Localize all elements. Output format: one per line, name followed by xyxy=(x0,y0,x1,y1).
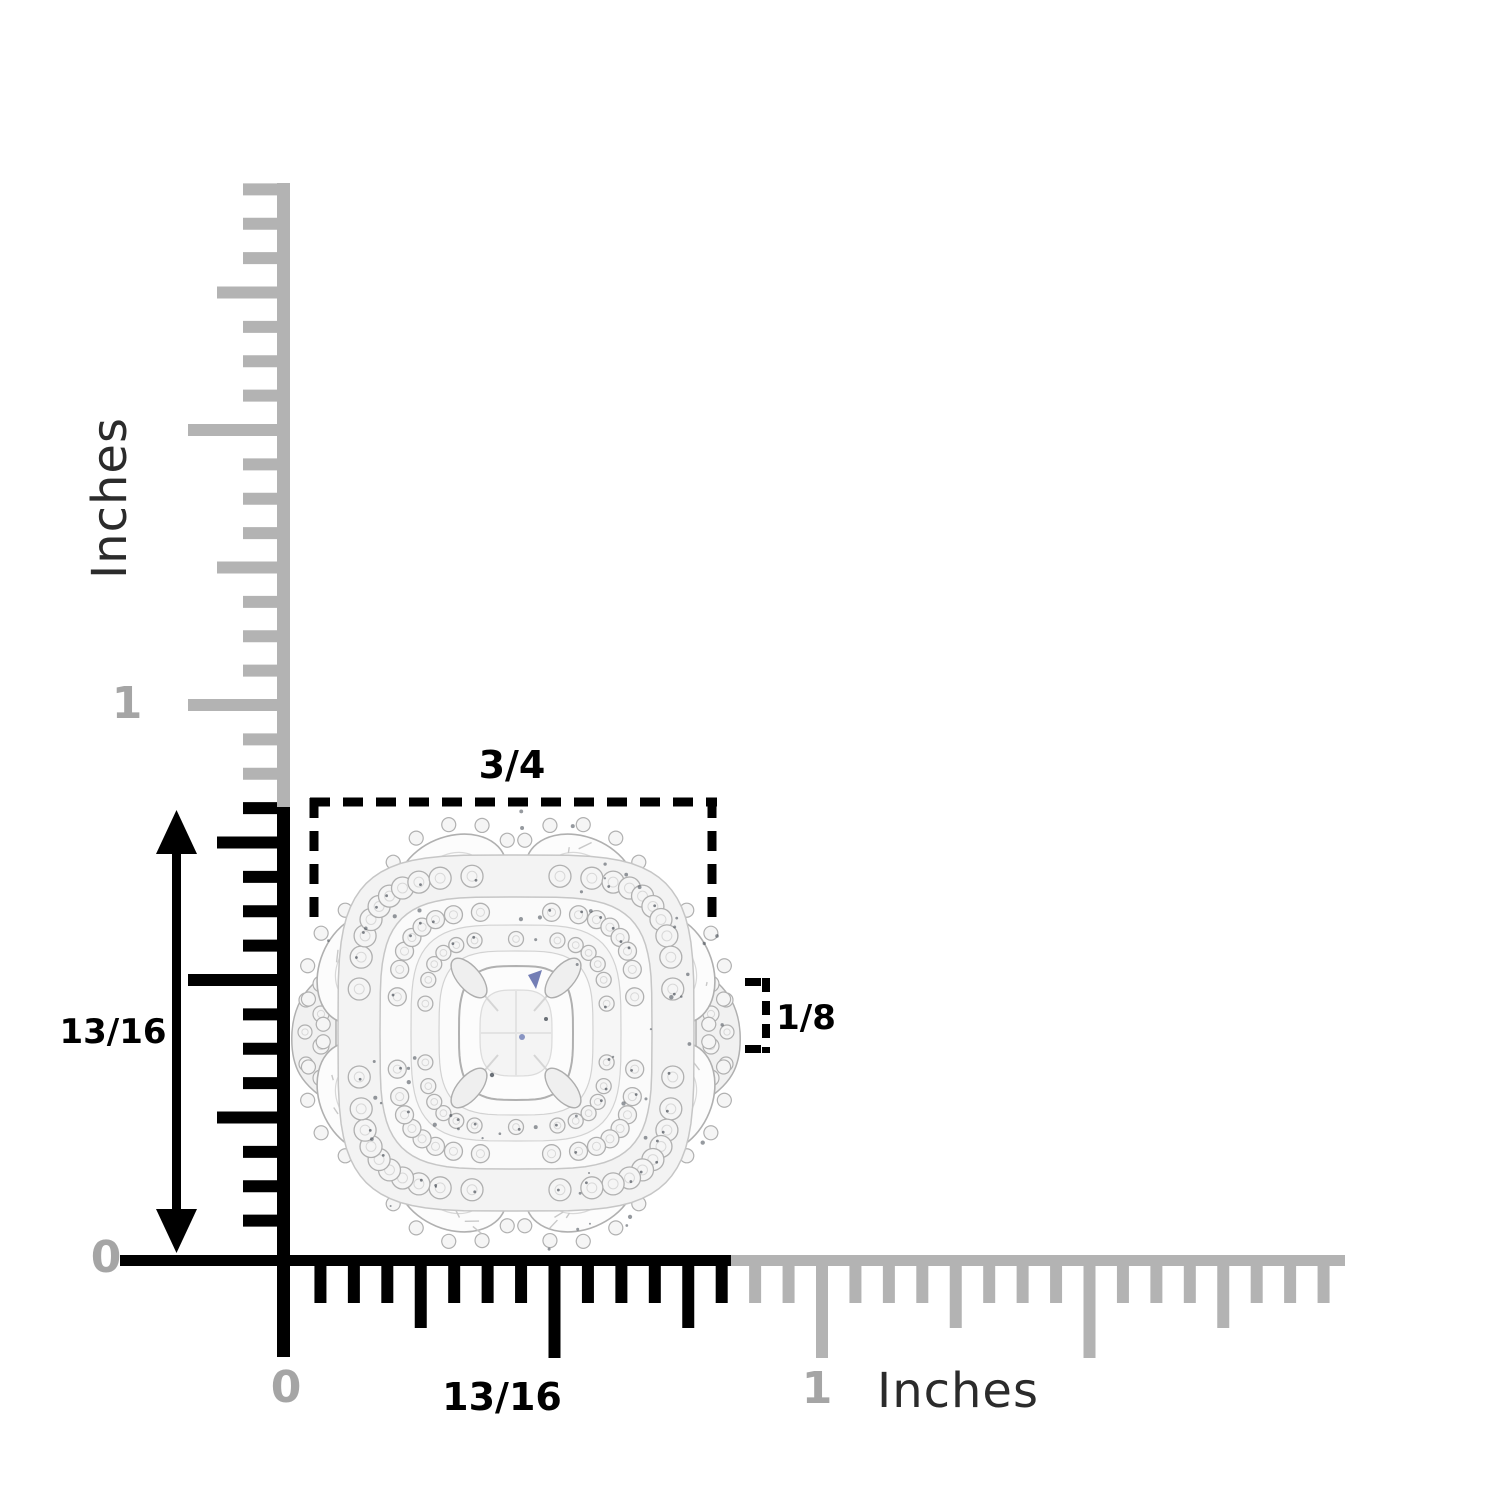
ring-photo xyxy=(291,809,741,1251)
band-dimension-bracket xyxy=(745,978,770,1053)
band-dimension-label: 1/8 xyxy=(776,998,836,1038)
height-dimension-arrow xyxy=(156,810,197,1253)
vertical-ruler xyxy=(188,183,290,1357)
vertical-ruler-title: Inches xyxy=(82,417,138,579)
horizontal-ruler-label-1: 1 xyxy=(801,1363,833,1414)
horizontal-ruler xyxy=(120,1255,1345,1358)
width-dimension-label: 3/4 xyxy=(478,743,546,787)
vertical-ruler-label-0: 0 xyxy=(90,1232,122,1283)
height-dimension-label: 13/16 xyxy=(59,1012,167,1052)
vertical-ruler-label-1: 1 xyxy=(111,678,143,729)
width-dimension-box xyxy=(309,797,717,930)
horizontal-ruler-label-0: 0 xyxy=(270,1362,302,1413)
bottom-width-dimension-label: 13/16 xyxy=(442,1375,562,1419)
horizontal-ruler-title: Inches xyxy=(877,1363,1039,1419)
